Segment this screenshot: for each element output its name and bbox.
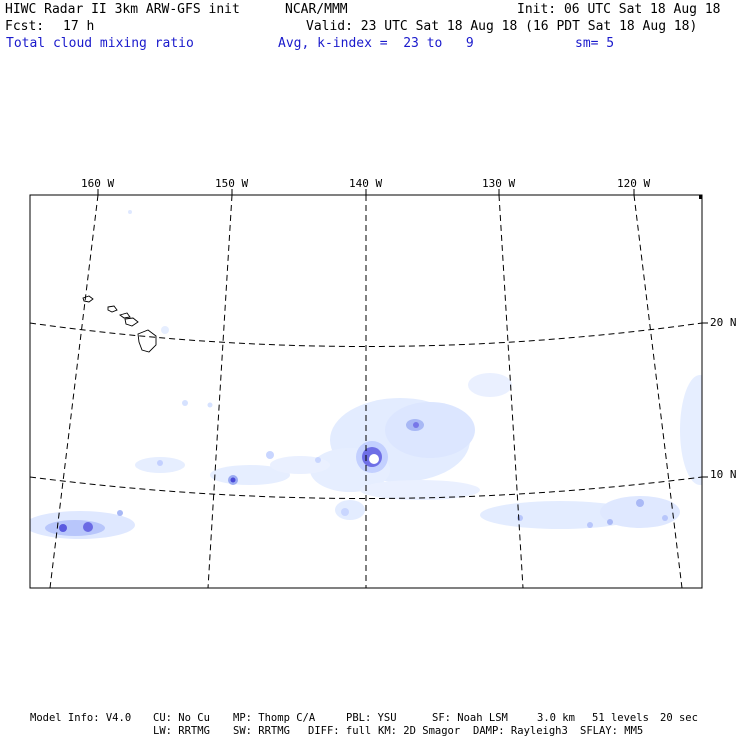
cloud-band	[480, 501, 640, 529]
cloud-patch	[360, 480, 480, 500]
hawaiian-islands	[82, 295, 157, 353]
cloud-cell	[266, 451, 274, 459]
convective-core	[230, 477, 236, 483]
cloud-patch	[468, 373, 512, 397]
cloud-cell	[128, 210, 132, 214]
cloud-band	[600, 496, 680, 528]
microphysics-scheme: MP: Thomp C/A	[233, 712, 316, 724]
damping-option: DAMP: Rayleigh3	[473, 725, 568, 737]
cloud-shield	[385, 402, 475, 458]
cloud-cell	[161, 326, 169, 334]
forecast-label: Fcst:	[5, 19, 45, 34]
cloud-cell	[117, 510, 123, 516]
diffusion-option: DIFF: full	[308, 725, 372, 737]
map-frame	[29, 194, 703, 589]
cloud-cell	[662, 515, 668, 521]
island-maui	[124, 317, 139, 327]
island-hawaii	[137, 329, 157, 353]
convective-core	[59, 524, 67, 532]
longitude-line-160w	[49, 194, 99, 589]
cloud-cell	[517, 515, 523, 521]
convective-core	[83, 522, 93, 532]
time-step: 20 sec	[660, 712, 698, 724]
graticule	[29, 194, 703, 589]
lon-label-160w: 160 W	[81, 177, 115, 190]
init-time: Init: 06 UTC Sat 18 Aug 18	[517, 2, 721, 17]
surface-scheme: SF: Noah LSM	[432, 712, 508, 724]
latitude-line-20n	[29, 322, 703, 347]
lat-label-20n: 20 N	[710, 316, 737, 329]
surface-layer-scheme: SFLAY: MM5	[580, 725, 644, 737]
convective-core	[413, 422, 419, 428]
convective-core	[45, 520, 105, 536]
island-oahu	[107, 305, 118, 313]
cumulus-scheme: CU: No Cu	[153, 712, 210, 724]
field-name: Total cloud mixing ratio	[6, 36, 194, 51]
valid-time: Valid: 23 UTC Sat 18 Aug 18 (16 PDT Sat …	[306, 19, 698, 34]
lon-label-150w: 150 W	[215, 177, 249, 190]
longitude-line-120w	[633, 194, 683, 589]
cloud-cell	[182, 400, 188, 406]
top-ticks	[97, 189, 708, 478]
cloud-cell	[341, 508, 349, 516]
lat-label-10n: 10 N	[710, 468, 737, 481]
lon-label-130w: 130 W	[482, 177, 516, 190]
cloud-cell	[607, 519, 613, 525]
cloud-cell	[315, 457, 321, 463]
island-molokai	[119, 312, 131, 319]
cloud-patch	[680, 375, 702, 485]
cloud-cell	[587, 522, 593, 528]
lon-label-120w: 120 W	[617, 177, 651, 190]
cloud-cell	[207, 402, 213, 408]
cyclone-eye	[369, 454, 379, 464]
longitude-line-150w	[207, 194, 233, 589]
organization: NCAR/MMM	[285, 2, 348, 17]
longitude-line-130w	[498, 194, 524, 589]
cloud-cell	[636, 499, 644, 507]
smoothing: sm= 5	[575, 36, 615, 51]
grid-resolution: 3.0 km	[537, 712, 575, 724]
cloud-band	[270, 456, 330, 474]
latitude-line-10n	[29, 476, 703, 499]
forecast-hour: 17 h	[63, 19, 95, 34]
pbl-scheme: PBL: YSU	[346, 712, 397, 724]
shortwave-scheme: SW: RRTMG	[233, 725, 290, 737]
eddy-coefficient: KM: 2D Smagor	[378, 725, 461, 737]
model-version: Model Info: V4.0	[30, 712, 132, 724]
longwave-scheme: LW: RRTMG	[153, 725, 210, 737]
cloud-cell	[157, 460, 163, 466]
cloud-field	[30, 210, 702, 539]
lon-label-140w: 140 W	[349, 177, 383, 190]
island-kauai	[82, 295, 94, 303]
k-index-range: Avg, k-index = 23 to 9	[278, 36, 474, 51]
plot-title: HIWC Radar II 3km ARW-GFS init	[5, 2, 240, 17]
vertical-levels: 51 levels	[592, 712, 649, 724]
cloud-patch	[335, 500, 365, 520]
frame-corner-mark	[699, 195, 702, 199]
